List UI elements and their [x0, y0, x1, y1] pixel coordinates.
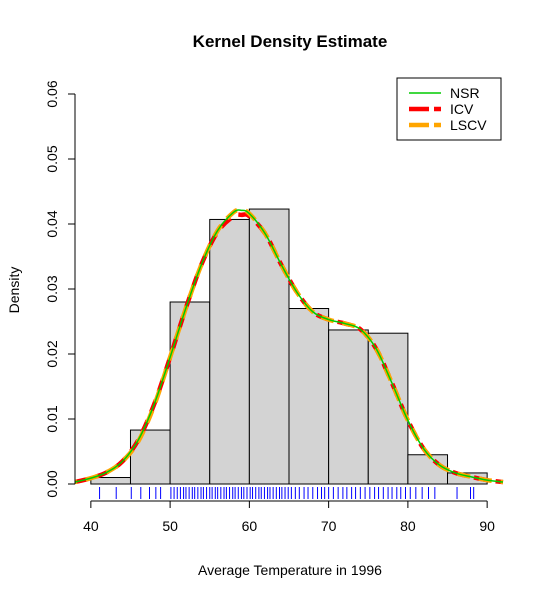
x-tick-label: 40: [83, 518, 99, 534]
x-tick-label: 60: [242, 518, 258, 534]
y-axis-label: Density: [6, 267, 22, 314]
legend-label-nsr: NSR: [450, 85, 480, 101]
x-tick-label: 50: [162, 518, 178, 534]
histogram-bar: [328, 329, 369, 485]
y-tick-label: 0.04: [44, 210, 60, 237]
y-axis-ticks: 0.00 0.01 0.02 0.03 0.04 0.05 0.06: [44, 80, 75, 498]
histogram-bar: [129, 429, 171, 485]
y-tick-label: 0.01: [44, 405, 60, 432]
y-tick-label: 0.03: [44, 275, 60, 302]
x-axis-label: Average Temperature in 1996: [198, 562, 382, 578]
x-tick-label: 90: [479, 518, 495, 534]
y-tick-label: 0.06: [44, 80, 60, 107]
histogram-bars: [90, 208, 488, 485]
x-tick-label: 70: [321, 518, 337, 534]
legend-label-icv: ICV: [450, 101, 474, 117]
rug-ticks: [99, 487, 475, 499]
legend-label-lscv: LSCV: [450, 117, 487, 133]
histogram-bar: [407, 454, 449, 485]
density-curve-nsr: [74, 209, 504, 483]
histogram-bar: [248, 208, 290, 485]
y-tick-label: 0.00: [44, 470, 60, 497]
histogram-bar: [288, 308, 330, 485]
histogram-bar: [169, 301, 211, 485]
histogram-bar: [209, 218, 250, 485]
y-tick-label: 0.05: [44, 145, 60, 172]
density-curves: [74, 207, 504, 485]
y-tick-label: 0.02: [44, 340, 60, 367]
chart-title: Kernel Density Estimate: [193, 32, 388, 51]
x-axis-ticks: 40 50 60 70 80 90: [83, 501, 495, 534]
x-tick-label: 80: [400, 518, 416, 534]
